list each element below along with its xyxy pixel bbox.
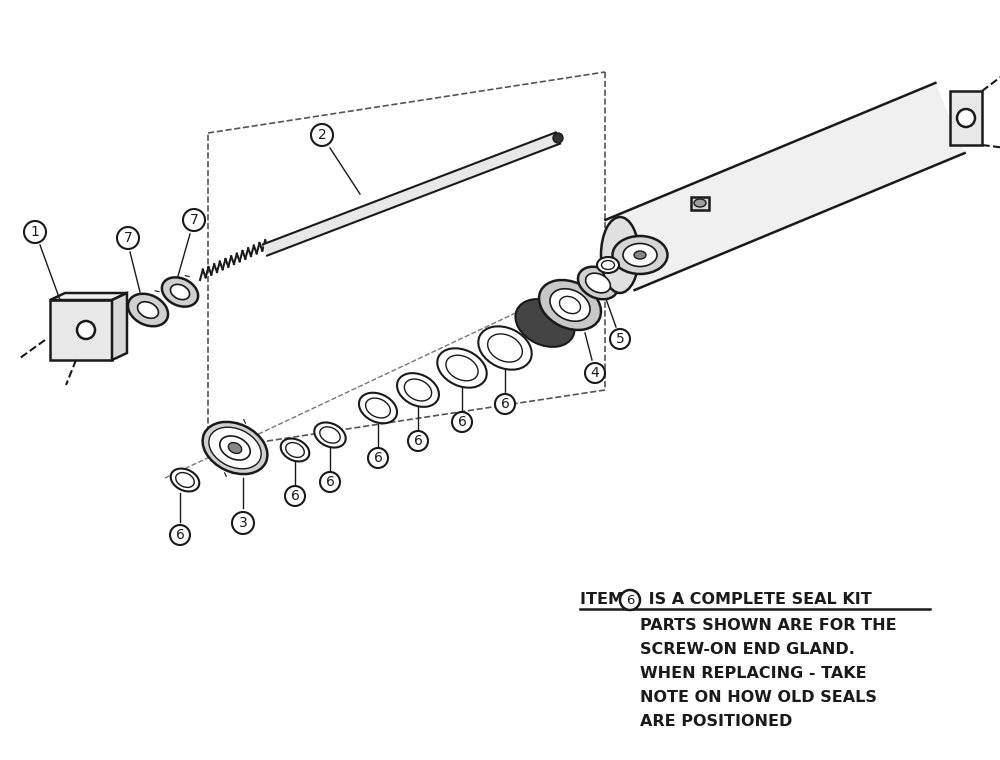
Ellipse shape [220, 436, 250, 460]
Ellipse shape [404, 379, 432, 401]
Circle shape [24, 221, 46, 243]
Polygon shape [950, 91, 982, 145]
Circle shape [620, 590, 640, 610]
Circle shape [452, 412, 472, 432]
Polygon shape [50, 293, 127, 300]
Circle shape [77, 321, 95, 339]
Ellipse shape [162, 277, 198, 306]
Text: 6: 6 [176, 528, 184, 542]
Ellipse shape [366, 398, 390, 418]
Circle shape [408, 431, 428, 451]
Ellipse shape [694, 199, 706, 207]
Text: 6: 6 [501, 397, 509, 411]
Ellipse shape [550, 289, 590, 321]
Ellipse shape [171, 469, 199, 492]
Polygon shape [112, 293, 127, 360]
Ellipse shape [209, 427, 261, 469]
Ellipse shape [601, 217, 639, 293]
Ellipse shape [437, 348, 487, 388]
Text: 6: 6 [414, 434, 422, 448]
Circle shape [553, 133, 563, 143]
Text: PARTS SHOWN ARE FOR THE: PARTS SHOWN ARE FOR THE [640, 618, 897, 633]
Ellipse shape [286, 442, 304, 458]
Text: 7: 7 [190, 213, 198, 227]
Circle shape [957, 109, 975, 127]
Text: 6: 6 [291, 489, 299, 503]
Ellipse shape [128, 294, 168, 326]
Ellipse shape [586, 273, 610, 293]
Ellipse shape [612, 236, 668, 274]
Text: 1: 1 [31, 225, 39, 239]
Circle shape [320, 472, 340, 492]
Text: WHEN REPLACING - TAKE: WHEN REPLACING - TAKE [640, 666, 867, 681]
Text: 7: 7 [124, 231, 132, 245]
Polygon shape [263, 132, 560, 255]
Ellipse shape [170, 284, 190, 299]
Circle shape [585, 363, 605, 383]
Text: 6: 6 [626, 594, 634, 606]
Circle shape [610, 329, 630, 349]
Text: IS A COMPLETE SEAL KIT: IS A COMPLETE SEAL KIT [643, 592, 872, 607]
Text: 3: 3 [239, 516, 247, 530]
Text: NOTE ON HOW OLD SEALS: NOTE ON HOW OLD SEALS [640, 690, 877, 705]
Circle shape [285, 486, 305, 506]
Circle shape [183, 209, 205, 231]
Circle shape [311, 124, 333, 146]
Ellipse shape [176, 473, 194, 487]
Circle shape [495, 394, 515, 414]
Text: 6: 6 [374, 451, 382, 465]
Ellipse shape [138, 302, 158, 318]
Text: 2: 2 [318, 128, 326, 142]
Text: 6: 6 [458, 415, 466, 429]
Ellipse shape [578, 267, 618, 299]
Ellipse shape [314, 423, 346, 448]
Circle shape [232, 512, 254, 534]
Ellipse shape [539, 280, 601, 330]
Circle shape [117, 227, 139, 249]
Ellipse shape [203, 422, 267, 474]
Ellipse shape [320, 427, 340, 443]
Polygon shape [50, 300, 112, 360]
Circle shape [170, 525, 190, 545]
Text: 6: 6 [326, 475, 334, 489]
Ellipse shape [446, 355, 478, 381]
Polygon shape [605, 83, 965, 290]
Ellipse shape [559, 296, 581, 314]
Ellipse shape [634, 251, 646, 259]
Ellipse shape [488, 334, 522, 362]
Ellipse shape [623, 243, 657, 267]
Text: 5: 5 [616, 332, 624, 346]
Text: 4: 4 [591, 366, 599, 380]
Text: ARE POSITIONED: ARE POSITIONED [640, 714, 792, 729]
Ellipse shape [515, 299, 575, 347]
Ellipse shape [597, 257, 619, 273]
Ellipse shape [397, 373, 439, 407]
Text: ITEM: ITEM [580, 592, 630, 607]
Circle shape [368, 448, 388, 468]
Ellipse shape [228, 442, 242, 454]
Ellipse shape [281, 439, 309, 461]
FancyBboxPatch shape [691, 197, 709, 210]
Ellipse shape [602, 261, 614, 270]
Ellipse shape [359, 393, 397, 423]
Text: SCREW-ON END GLAND.: SCREW-ON END GLAND. [640, 642, 855, 657]
Ellipse shape [478, 326, 532, 369]
